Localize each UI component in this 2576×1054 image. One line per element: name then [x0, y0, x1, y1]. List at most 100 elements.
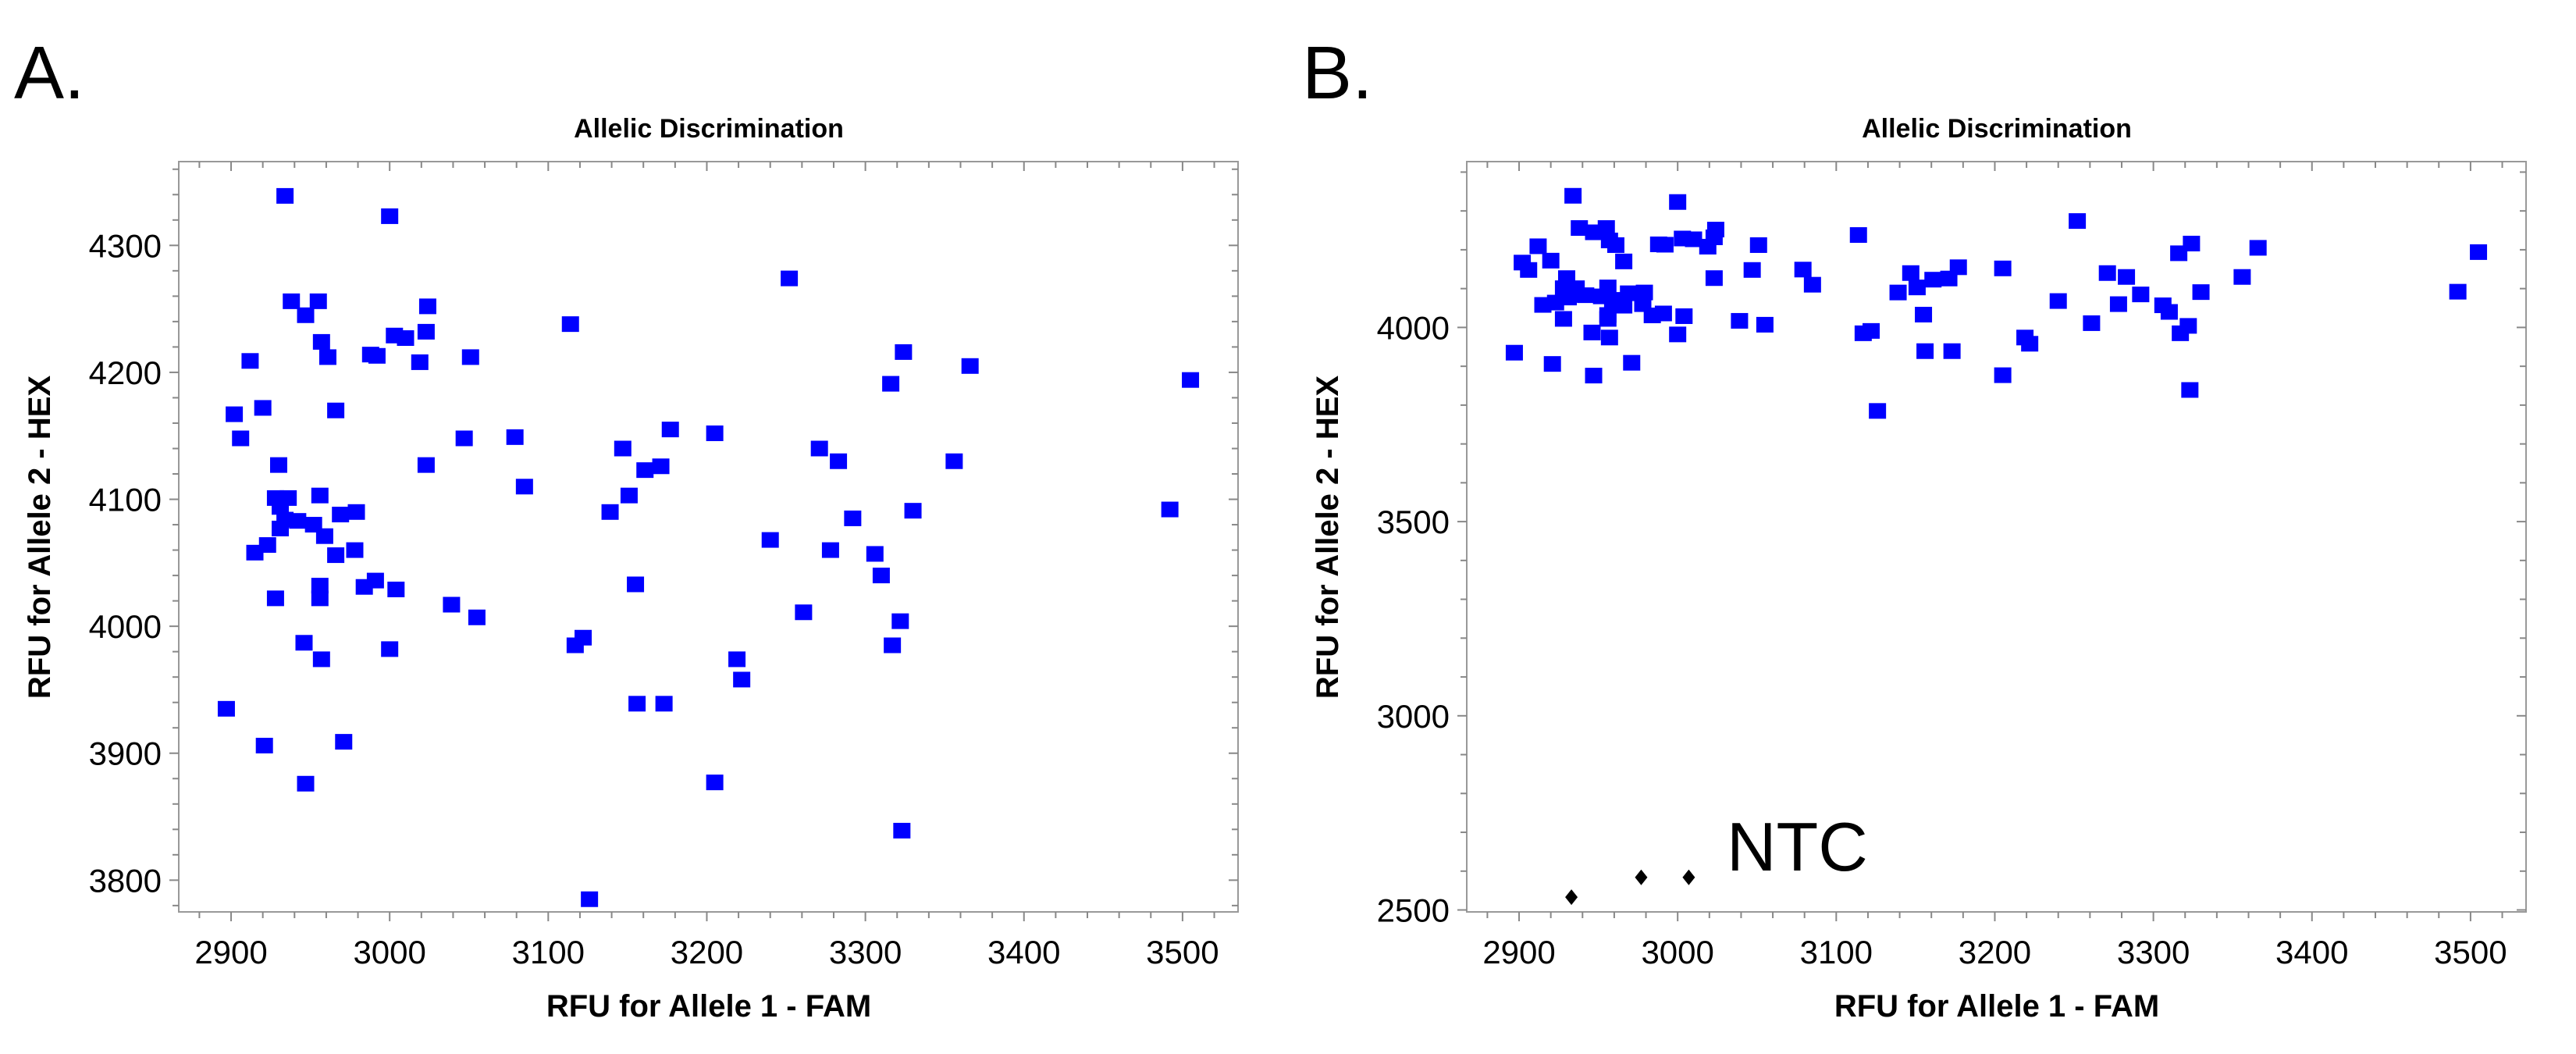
sample-point: [318, 349, 336, 365]
sample-point: [1520, 262, 1538, 278]
sample-point: [1756, 316, 1774, 333]
sample-point: [575, 629, 592, 646]
sample-point: [761, 532, 779, 548]
sample-point: [1577, 287, 1595, 304]
sample-point: [1889, 284, 1907, 301]
sample-point: [327, 547, 345, 564]
sample-point: [1794, 262, 1812, 278]
x-tick-label: 3400: [2275, 934, 2348, 970]
sample-point: [614, 440, 632, 457]
sample-point: [2132, 287, 2150, 303]
sample-point: [289, 513, 307, 529]
sample-point: [904, 503, 922, 519]
y-tick-label: 3500: [1377, 504, 1450, 540]
sample-point: [418, 298, 436, 315]
sample-point: [895, 344, 913, 360]
sample-point: [443, 596, 461, 613]
plot-frame: [178, 161, 1239, 913]
sample-point: [241, 353, 259, 369]
sample-point: [327, 402, 345, 418]
sample-point: [2118, 269, 2136, 285]
sample-point: [2083, 315, 2101, 331]
y-tick-label: 4000: [89, 608, 162, 645]
sample-point: [628, 696, 646, 712]
sample-point: [2233, 269, 2251, 285]
sample-point: [332, 507, 350, 523]
sample-point: [368, 347, 386, 364]
sample-point: [1863, 322, 1880, 339]
sample-point: [893, 822, 911, 839]
sample-point: [2249, 240, 2267, 256]
sample-point: [1869, 403, 1887, 419]
sample-point: [655, 696, 673, 712]
sample-point: [2470, 244, 2488, 260]
sample-point: [311, 590, 329, 607]
y-axis-title: RFU for Allele 2 - HEX: [23, 376, 57, 699]
x-tick-label: 3400: [987, 934, 1060, 970]
sample-point: [945, 453, 963, 469]
sample-point: [2069, 213, 2087, 230]
sample-point: [733, 671, 751, 688]
sample-point: [2449, 283, 2467, 300]
sample-point: [226, 406, 244, 422]
sample-point: [1669, 326, 1687, 343]
x-tick-label: 3300: [2117, 934, 2190, 970]
sample-point: [706, 774, 724, 791]
sample-point: [1583, 324, 1601, 340]
sample-point: [515, 479, 533, 495]
sample-point: [346, 542, 364, 558]
sample-point: [652, 458, 670, 475]
x-tick-label: 3300: [829, 934, 902, 970]
sample-point: [506, 429, 524, 445]
plot-frame: [1466, 161, 2527, 913]
sample-point: [276, 187, 294, 204]
sample-point: [1643, 307, 1661, 323]
y-tick-label: 3900: [89, 735, 162, 772]
sample-point: [795, 604, 813, 621]
y-tick-label: 4300: [89, 227, 162, 264]
x-tick-label: 3500: [2434, 934, 2507, 970]
sample-point: [1994, 260, 2012, 276]
sample-point: [1529, 238, 1547, 255]
sample-point: [1542, 252, 1560, 269]
sample-point: [387, 581, 405, 597]
sample-point: [2021, 336, 2039, 352]
sample-point: [601, 504, 619, 520]
sample-point: [1915, 306, 1933, 322]
sample-point: [1943, 343, 1961, 359]
sample-point: [830, 453, 848, 469]
sample-point: [1571, 220, 1589, 237]
sample-point: [381, 641, 399, 657]
sample-point: [1669, 194, 1687, 210]
sample-point: [1543, 356, 1561, 372]
y-tick-label: 3800: [89, 862, 162, 899]
sample-point: [1599, 311, 1617, 327]
sample-point: [661, 422, 679, 438]
sample-point: [411, 354, 429, 370]
sample-point: [2109, 296, 2127, 312]
sample-point: [255, 737, 273, 753]
sample-point: [269, 457, 287, 473]
sample-point: [1908, 280, 1926, 296]
x-tick-label: 3000: [1641, 934, 1713, 970]
sample-point: [1731, 312, 1749, 329]
sample-point: [2192, 284, 2210, 301]
y-tick-label: 4200: [89, 354, 162, 391]
sample-point: [1615, 253, 1633, 269]
x-axis-title: RFU for Allele 1 - FAM: [1834, 989, 2159, 1024]
sample-point: [882, 376, 900, 392]
sample-point: [417, 457, 435, 473]
sample-point: [581, 891, 599, 907]
sample-point: [1803, 276, 1821, 293]
sample-point: [2160, 304, 2178, 320]
sample-point: [1534, 297, 1552, 313]
sample-point: [315, 528, 333, 544]
sample-point: [232, 430, 250, 447]
x-tick-label: 3500: [1146, 934, 1219, 970]
sample-point: [254, 400, 272, 416]
y-tick-label: 4100: [89, 482, 162, 518]
sample-point: [297, 307, 315, 323]
chart-title: Allelic Discrimination: [1862, 114, 2132, 144]
sample-point: [397, 330, 415, 347]
